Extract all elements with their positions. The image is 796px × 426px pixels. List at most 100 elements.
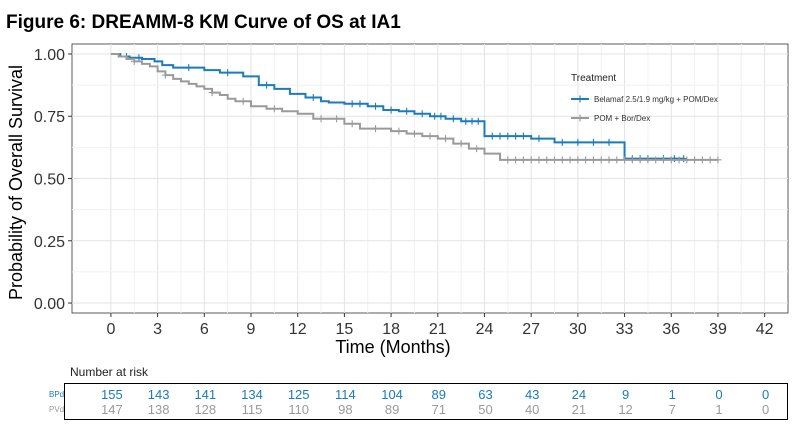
- legend: Treatment Belamaf 2.5/1.9 mg/kg + POM/Dex…: [571, 73, 718, 123]
- risk-count: 12: [618, 402, 633, 417]
- risk-count: 1: [715, 402, 723, 417]
- risk-count: 24: [571, 387, 587, 402]
- figure-title: Figure 6: DREAMM-8 KM Curve of OS at IA1: [6, 12, 401, 33]
- series-1: [110, 52, 688, 163]
- censor-mark: [589, 138, 597, 146]
- censor-mark: [504, 132, 512, 140]
- censor-mark: [185, 64, 193, 72]
- censor-mark: [558, 156, 566, 164]
- y-tick-label: 1.00: [34, 47, 65, 64]
- risk-count: 1: [668, 387, 676, 402]
- y-tick-label: 0.00: [34, 296, 65, 313]
- censor-mark: [519, 132, 527, 140]
- censor-mark: [135, 54, 143, 62]
- x-tick-label: 15: [335, 321, 353, 338]
- censor-mark: [698, 156, 706, 164]
- legend-censor-mark: [576, 95, 584, 103]
- x-tick-label: 24: [476, 321, 494, 338]
- censor-mark: [574, 156, 582, 164]
- censor-mark: [356, 100, 364, 108]
- censor-mark: [309, 94, 317, 102]
- censor-mark: [659, 156, 667, 164]
- censor-mark: [317, 115, 325, 123]
- censor-mark: [270, 105, 278, 113]
- risk-count: 50: [478, 402, 493, 417]
- x-tick-label: 42: [756, 321, 774, 338]
- censor-mark: [566, 156, 574, 164]
- km-chart: 0 3 6 9 12 15 18 21 24 27 30 33 36 39 420.000.250.500.…: [6, 43, 789, 357]
- x-tick-label: 0: [106, 321, 115, 338]
- censor-mark: [680, 155, 688, 163]
- censor-mark: [504, 156, 512, 164]
- x-tick-label: 6: [200, 321, 209, 338]
- censor-mark: [496, 132, 504, 140]
- censor-mark: [706, 156, 714, 164]
- censor-mark: [589, 156, 597, 164]
- legend-label: POM + Bor/Dex: [594, 114, 650, 123]
- censor-mark: [224, 69, 232, 77]
- censor-mark: [675, 156, 683, 164]
- censor-mark: [667, 156, 675, 164]
- censor-mark: [410, 130, 418, 138]
- censor-mark: [691, 156, 699, 164]
- risk-count: 110: [288, 402, 310, 417]
- censor-mark: [683, 156, 691, 164]
- x-axis-label: Time (Months): [335, 337, 450, 357]
- risk-arm-label: BPd: [49, 390, 65, 399]
- censor-mark: [418, 110, 426, 118]
- censor-mark: [130, 57, 138, 65]
- legend-censor-mark: [576, 114, 584, 122]
- censor-mark: [574, 138, 582, 146]
- censor-mark: [551, 156, 559, 164]
- censor-mark: [543, 156, 551, 164]
- censor-mark: [462, 117, 470, 125]
- legend-label: Belamaf 2.5/1.9 mg/kg + POM/Dex: [594, 95, 718, 104]
- censor-mark: [457, 140, 465, 148]
- x-tick-label: 27: [522, 321, 540, 338]
- risk-count: 155: [101, 387, 123, 402]
- y-tick-label: 0.75: [34, 109, 65, 126]
- x-tick-label: 18: [382, 321, 400, 338]
- censor-mark: [488, 132, 496, 140]
- censor-mark: [512, 156, 520, 164]
- censor-mark: [714, 156, 722, 164]
- y-tick-label: 0.50: [34, 172, 65, 189]
- legend-title: Treatment: [571, 73, 616, 84]
- censor-mark: [468, 117, 476, 125]
- censor-mark: [519, 156, 527, 164]
- risk-count: 9: [621, 387, 630, 402]
- censor-mark: [558, 138, 566, 146]
- x-tick-label: 39: [709, 321, 727, 338]
- censor-mark: [449, 115, 457, 123]
- censor-mark: [372, 102, 380, 110]
- censor-mark: [597, 156, 605, 164]
- censor-mark: [348, 120, 356, 128]
- censor-mark: [621, 156, 629, 164]
- censor-mark: [535, 156, 543, 164]
- censor-mark: [527, 156, 535, 164]
- censor-mark: [473, 145, 481, 153]
- x-tick-label: 21: [429, 321, 447, 338]
- risk-count: 21: [571, 402, 587, 417]
- risk-count: 0: [762, 402, 770, 417]
- censor-mark: [403, 107, 411, 115]
- legend-item: Belamaf 2.5/1.9 mg/kg + POM/Dex: [571, 95, 718, 104]
- censor-mark: [644, 156, 652, 164]
- censor-mark: [263, 81, 271, 89]
- risk-count: 128: [194, 402, 217, 417]
- risk-count: 134: [241, 387, 263, 402]
- x-tick-label: 36: [662, 321, 680, 338]
- risk-count: 138: [147, 402, 170, 417]
- censor-mark: [628, 156, 636, 164]
- censor-mark: [636, 156, 644, 164]
- censor-mark: [442, 135, 450, 143]
- y-tick-label: 0.25: [34, 234, 65, 251]
- censor-mark: [512, 132, 520, 140]
- risk-count: 141: [194, 387, 217, 402]
- censor-mark: [426, 132, 434, 140]
- risk-count: 115: [241, 402, 263, 417]
- censor-mark: [333, 115, 341, 123]
- risk-count: 89: [384, 402, 400, 417]
- risk-count: 0: [762, 387, 770, 402]
- risk-arm-label: PVd: [49, 405, 65, 414]
